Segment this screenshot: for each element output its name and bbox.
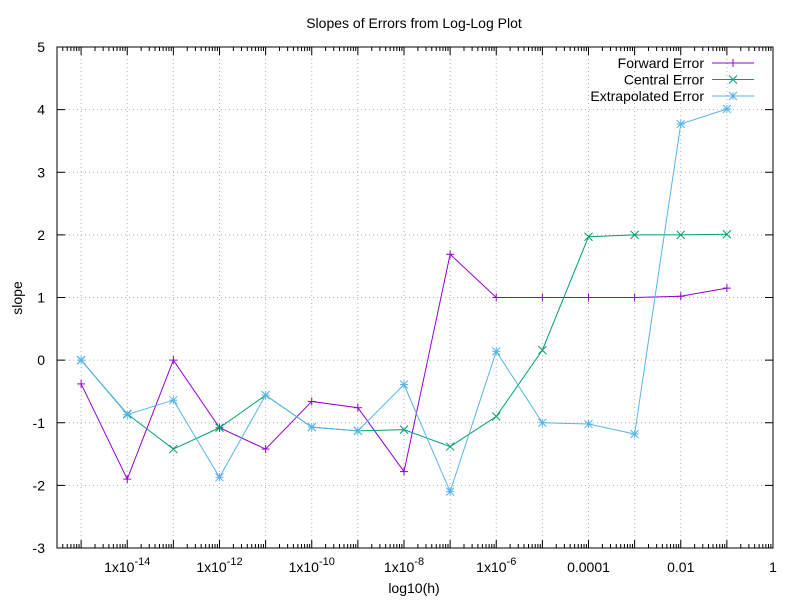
data-point [307,422,317,432]
series-forward-error [77,250,731,484]
data-point [399,467,408,476]
x-tick-label-exponent: -8 [414,556,424,568]
x-tick-label-base: 1x10 [476,559,507,575]
legend-item: Central Error [624,72,754,88]
x-tick-label: 0.01 [667,559,694,575]
series-line [80,253,727,481]
legend-label: Central Error [624,72,704,88]
data-point [584,232,593,242]
data-point [630,293,639,302]
series-extrapolated-error [76,104,732,496]
data-point [307,397,316,406]
x-tick-label: 1 [769,559,777,575]
legend-swatch-marker [728,75,738,84]
data-point [630,230,639,240]
y-axis-label: slope [9,281,25,315]
legend-item: Extrapolated Error [590,88,754,104]
data-point [538,293,547,302]
x-axis-label: log10(h) [388,580,439,596]
series-line [80,108,728,494]
data-point [445,442,455,451]
x-tick-label-exponent: -14 [134,556,150,568]
data-point [261,445,270,454]
data-point [630,429,639,439]
x-tick-label-base: 1x10 [289,559,320,575]
x-tick-label: 1x10-14 [104,556,150,575]
data-point [676,292,685,301]
y-tick-label: 5 [37,39,45,55]
series-line [80,233,727,450]
data-point [169,395,178,405]
data-point [399,380,409,389]
data-point [169,356,178,365]
chart-title: Slopes of Errors from Log-Log Plot [306,15,522,31]
data-point [446,250,455,259]
data-point [584,419,593,429]
data-point [215,472,224,482]
data-point [722,284,731,293]
data-point [584,293,593,302]
data-point [77,379,86,388]
x-tick-label-base: 1 [769,559,777,575]
x-tick-label-base: 1x10 [104,559,135,575]
series-layer [76,104,732,496]
x-tick-label-exponent: -10 [319,556,335,568]
x-tick-label: 1x10-12 [196,556,242,575]
grid-layer [57,47,773,548]
data-point [353,403,362,412]
x-tick-label: 1x10-8 [384,556,424,575]
x-tick-label: 1x10-10 [289,556,335,575]
y-tick-label: 4 [37,102,45,118]
data-point [538,345,547,355]
y-tick-label: 2 [37,227,45,243]
x-axis-ticks: 1x10-14 1x10-12 1x10-10 1x10-8 1x10-6 0.0001 0… [62,47,777,575]
x-tick-label-base: 1x10 [196,559,227,575]
x-tick-label-exponent: -6 [507,556,517,568]
data-point [676,230,686,240]
data-point [169,444,178,454]
data-point [538,418,547,428]
legend-label: Forward Error [618,55,705,71]
data-point [76,355,86,365]
data-point [676,119,686,129]
x-tick-label-base: 0.01 [667,559,694,575]
data-point [215,423,224,433]
legend-swatch-marker [728,91,738,101]
legend-swatch-marker [729,59,737,67]
x-tick-label: 0.0001 [567,559,610,575]
legend-label: Extrapolated Error [590,88,704,104]
x-tick-label-base: 1x10 [384,559,415,575]
data-point [261,390,270,400]
data-point [399,425,409,434]
x-tick-label-exponent: -12 [227,556,243,568]
data-point [122,410,132,419]
y-tick-label: 1 [37,290,45,306]
x-tick-label: 1x10-6 [476,556,516,575]
data-point [722,229,732,239]
data-point [353,426,363,436]
data-point [491,412,501,421]
data-point [491,347,501,356]
y-tick-label: 3 [37,164,45,180]
legend-item: Forward Error [618,55,754,71]
y-axis-ticks: -3 -2 -1 0 1 2 3 4 5 [33,39,773,556]
y-tick-label: -2 [33,477,46,493]
data-point [123,475,132,484]
data-point [445,487,455,496]
x-tick-label-base: 0.0001 [567,559,610,575]
data-point [722,104,732,114]
y-tick-label: 0 [37,352,45,368]
data-point [492,293,501,302]
y-tick-label: -3 [33,540,46,556]
y-tick-label: -1 [33,415,46,431]
